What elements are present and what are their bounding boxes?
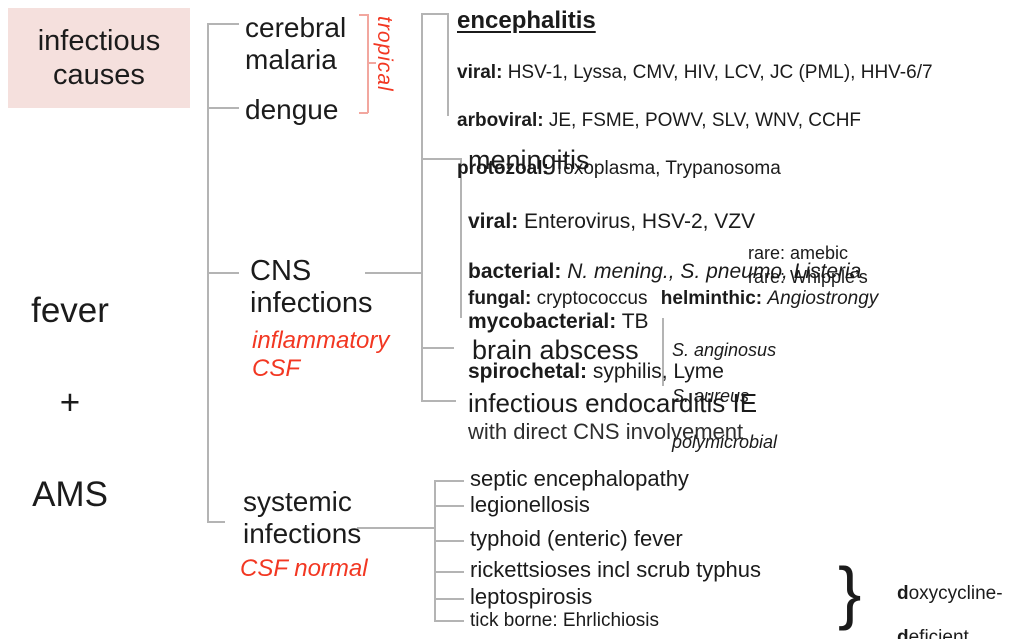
node-cns-infections: CNS infections [250,255,373,319]
category-label: mycobacterial: [468,310,617,333]
tropical-bracket-top-hook [359,14,368,16]
category-label: fungal: [468,288,532,309]
tree-line-stub-septic [434,480,464,482]
systemic-item-rickettsioses: rickettsioses incl scrub typhus [470,557,761,582]
subject-line-plus: + [59,383,81,422]
node-systemic-infections: systemic infections [243,486,362,549]
encephalitis-rows: viral: HSV-1, Lyssa, CMV, HIV, LCV, JC (… [457,37,933,205]
encephalitis-row-arboviral: arboviral: JE, FSME, POWV, SLV, WNV, CCH… [457,109,933,133]
meningitis-row-mycobacterial: mycobacterial: TB [468,309,861,334]
category-value: cryptococcus [536,288,648,309]
organism-item: polymicrobial [672,432,778,452]
category-label: spirochetal: [468,360,588,383]
meningitis-row-viral: viral: Enterovirus, HSV-2, VZV [468,209,861,234]
tree-line-border-meningitis [460,158,462,318]
tree-line-stub-dengue [207,107,239,109]
tree-line-systemic-to-trunk [357,527,435,529]
doxycycline-note: doxycycline- deficient states [897,561,1003,639]
category-label: helminthic: [660,288,763,309]
subject-fever-ams: fever + AMS [10,242,130,564]
tree-line-stub-legionellosis [434,505,464,507]
doxycycline-note-line: deficient [897,627,969,639]
tree-line-trunk-systemic [434,480,436,621]
tropical-bracket-line [367,14,369,113]
meningitis-row-bacterial: bacterial: N. mening., S. pneumo, Lister… [468,259,861,284]
meningitis-rows: viral: Enterovirus, HSV-2, VZV bacterial… [468,184,861,409]
tree-line-stub-rickettsioses [434,571,464,573]
category-value: Toxoplasma, Trypanosoma [553,158,781,179]
subject-line-ams: AMS [32,475,108,514]
tree-line-stub-systemic-left [207,521,225,523]
tree-line-border-encephalitis [447,13,449,116]
tree-line-stub-cerebral [207,23,239,25]
category-label: protozoal: [457,158,549,179]
tropical-bracket-mid-tick [367,62,376,64]
tree-line-stub-meningitis [421,158,461,160]
systemic-item-septic-encephalopathy: septic encephalopathy [470,466,689,491]
category-value: syphilis, Lyme [592,360,724,383]
meningitis-row-fungal-helminthic: fungal: cryptococcus helminthic: Angiost… [468,288,878,310]
tree-line-trunk-cns [421,13,423,401]
meningitis-rare-note-whipples: rare: Whipple’s [748,267,868,287]
tree-line-stub-typhoid [434,540,464,542]
tree-line-stub-brain-abscess [421,347,454,349]
brain-abscess-organisms: S. anginosus S. aureus polymicrobial [672,316,777,477]
systemic-csf-note: CSF normal [240,555,368,582]
systemic-item-tickborne: tick borne: Ehrlichiosis [470,610,660,631]
tree-line-stub-cns-left [207,272,239,274]
category-value: Angiostrongy [767,288,879,309]
meningitis-rare-note-amebic: rare: amebic [748,243,849,263]
encephalitis-row-viral: viral: HSV-1, Lyssa, CMV, HIV, LCV, JC (… [457,61,933,85]
encephalitis-title: encephalitis [457,7,596,34]
subject-line-fever: fever [31,291,109,330]
infectious-causes-box: infectious causes [8,8,190,108]
node-dengue: dengue [245,94,339,125]
cns-csf-note: inflammatory CSF [252,327,390,382]
divider-brain-abscess-organisms [662,318,664,386]
systemic-item-legionellosis: legionellosis [470,492,590,517]
category-value: HSV-1, Lyssa, CMV, HIV, LCV, JC (PML), H… [507,62,933,83]
brain-abscess-title: brain abscess [472,335,639,365]
tropical-bracket-bottom-hook [359,112,368,114]
tropical-bracket-label: tropical [373,16,396,92]
category-label: bacterial: [468,260,562,283]
systemic-item-leptospirosis: leptospirosis [470,584,593,609]
tree-line-stub-encephalitis [421,13,448,15]
category-label: arboviral: [457,110,544,131]
infectious-causes-label: infectious causes [37,25,161,91]
meningitis-row-spirochetal: spirochetal: syphilis, Lyme [468,359,861,384]
tree-line-stub-endocarditis [421,400,456,402]
doxycycline-note-line: doxycycline- [897,583,1003,604]
endocarditis-subtitle: with direct CNS involvement [468,419,744,444]
tree-line-cns-to-trunk [365,272,422,274]
category-value: JE, FSME, POWV, SLV, WNV, CCHF [548,110,862,131]
tree-line-stub-leptospirosis [434,598,464,600]
category-value: N. mening., S. pneumo, Listeria [567,260,862,283]
doxycycline-brace: } [838,553,862,631]
tree-line-stub-tickborne [434,620,464,622]
systemic-item-typhoid: typhoid (enteric) fever [470,526,683,551]
meningitis-title: meningitis [468,145,590,175]
category-label: viral: [457,62,503,83]
organism-item: S. anginosus [672,340,777,360]
category-value: TB [621,310,649,333]
endocarditis-title: infectious endocarditis IE [468,388,758,418]
category-value: Enterovirus, HSV-2, VZV [524,210,756,233]
category-label: viral: [468,210,519,233]
encephalitis-row-protozoal: protozoal: Toxoplasma, Trypanosoma [457,157,933,181]
node-cerebral-malaria: cerebral malaria [245,12,347,75]
organism-item: S. aureus [672,386,750,406]
